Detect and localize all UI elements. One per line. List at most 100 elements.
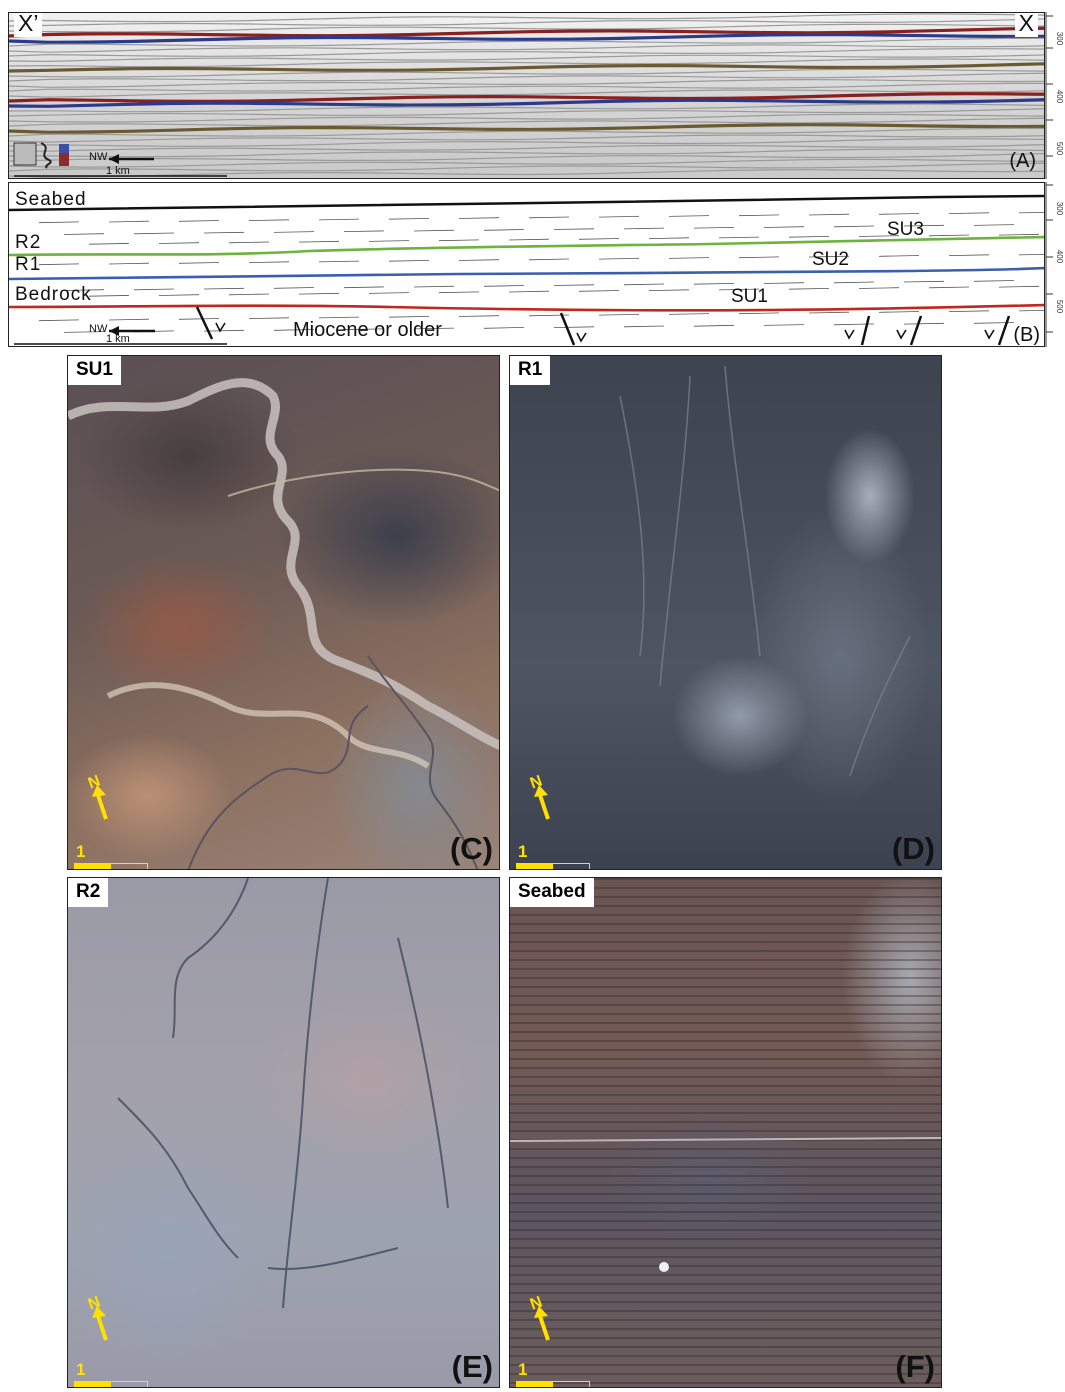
seismic-reflector — [9, 72, 1044, 82]
interpreted-reflector — [318, 316, 360, 319]
interpreted-reflector — [858, 287, 900, 289]
interpreted-reflector — [458, 217, 500, 219]
interpreted-reflector — [928, 286, 970, 289]
interpreted-reflector — [693, 227, 735, 229]
interpreted-reflector — [903, 280, 945, 283]
seismic-reflector — [9, 153, 1044, 162]
interpreted-reflector — [648, 237, 690, 239]
interpreted-reflector — [1018, 211, 1044, 214]
seismic-reflector — [9, 127, 1044, 137]
interpreted-reflector — [108, 220, 150, 223]
seismic-reflector — [9, 103, 1044, 113]
interpreted-reflector — [623, 283, 665, 286]
interpreted-reflector — [273, 231, 315, 233]
interpreted-reflector — [948, 310, 990, 312]
seismic-profile-panel: X’ X NW 1 km (A) — [8, 12, 1045, 179]
interpreted-reflector — [1018, 253, 1044, 256]
interpreted-reflector — [973, 224, 1015, 226]
seismic-reflector — [9, 62, 1044, 73]
seismic-reflector — [9, 68, 1044, 78]
interpreted-reflector — [1018, 309, 1044, 312]
panel-letter-e: (E) — [451, 1349, 493, 1384]
horizon-label-r2: R2 — [15, 232, 42, 253]
seismic-reflector — [9, 113, 1044, 123]
twt-axis-a: 300 400 500 — [1045, 12, 1065, 179]
seismic-reflector — [9, 108, 1044, 117]
interpreted-reflector — [108, 318, 150, 321]
seismic-reflector — [9, 44, 1044, 53]
older-strata-label: Miocene or older — [293, 319, 442, 341]
map-panel-seabed: Seabed (F) N 1 km — [509, 877, 942, 1388]
horizon-label-seabed: Seabed — [15, 189, 87, 210]
interpreted-reflector — [738, 256, 780, 259]
interpreted-reflector — [948, 212, 990, 214]
interpreted-reflector — [203, 329, 245, 332]
interpreted-reflector — [623, 227, 665, 230]
north-arrow-icon: N — [84, 771, 124, 826]
seismic-reflector — [9, 89, 1044, 98]
furrow-features — [117, 878, 449, 1309]
interpreted-reflector — [763, 282, 805, 284]
interpreted-reflector — [273, 329, 315, 331]
seismic-reflector — [9, 123, 1044, 134]
colorbar-icon — [59, 144, 69, 166]
interpreted-reflector — [623, 325, 665, 328]
interpreted-reflector — [343, 286, 385, 289]
interpreted-reflector — [808, 311, 850, 314]
interpreted-reflector — [738, 312, 780, 315]
seismic-reflector — [9, 158, 1044, 168]
interpreted-horizons — [9, 194, 1044, 346]
profile-end-left: X’ — [14, 13, 43, 37]
seismic-reflector — [9, 148, 1044, 158]
panel-letter-b: (B) — [1013, 324, 1040, 346]
interpreted-reflector — [38, 319, 80, 322]
interpreted-reflector — [833, 281, 875, 284]
interpreted-reflector — [63, 233, 105, 235]
interpreted-reflector — [388, 218, 430, 220]
interpreted-reflector — [788, 288, 830, 290]
seismic-reflector — [9, 162, 1044, 172]
seismic-reflector — [9, 169, 1044, 178]
interpreted-reflector — [318, 218, 360, 221]
map-label-r2: R2 — [68, 878, 109, 907]
seismic-reflections — [9, 13, 1044, 178]
twt-axis-b: 300 400 500 — [1045, 182, 1065, 347]
interpreted-reflector — [553, 228, 595, 230]
interpreted-reflector — [788, 236, 830, 238]
wavelet-icon — [40, 142, 52, 169]
interpreted-reflector — [88, 243, 130, 245]
interpreted-reflector — [553, 284, 595, 286]
interpreted-reflector — [343, 328, 385, 331]
interpreted-reflector — [88, 295, 130, 297]
interpreted-reflector — [413, 229, 455, 232]
interpreted-reflector — [368, 292, 410, 294]
map-panel-su1: SU1 (C) N 1 km — [67, 355, 500, 870]
tick-400-a: 400 — [1055, 89, 1065, 104]
seismic-reflector — [9, 138, 1044, 148]
interpreted-reflector — [718, 236, 760, 239]
seismic-reflector — [9, 117, 1044, 127]
interpreted-reflector — [998, 285, 1040, 288]
map-label-su1: SU1 — [68, 356, 121, 385]
interpreted-reflector — [343, 230, 385, 232]
north-arrow-icon: N — [84, 1292, 124, 1347]
interpreted-reflector — [858, 235, 900, 237]
tick-400-b: 400 — [1055, 249, 1065, 264]
map-panel-r1: R1 (D) N 1 km — [509, 355, 942, 870]
seismic-reflector — [9, 134, 1044, 143]
seismic-reflector — [9, 32, 1044, 44]
interpreted-reflector — [273, 287, 315, 289]
interpreted-reflector — [903, 224, 945, 227]
interpreted-reflector — [808, 255, 850, 258]
interpreted-reflector — [298, 292, 340, 295]
panel-letter-c: (C) — [449, 831, 493, 866]
interpreted-reflector — [903, 322, 945, 325]
interpreted-reflector — [38, 221, 80, 224]
arrow-nw-icon-b — [109, 326, 119, 336]
interpreted-reflector — [668, 257, 710, 259]
interpreted-reflector — [998, 233, 1040, 236]
interpreted-reflector — [528, 258, 570, 261]
interpreted-reflector — [763, 226, 805, 228]
interpreted-reflector — [693, 324, 735, 327]
horizon-label-r1: R1 — [15, 254, 42, 275]
